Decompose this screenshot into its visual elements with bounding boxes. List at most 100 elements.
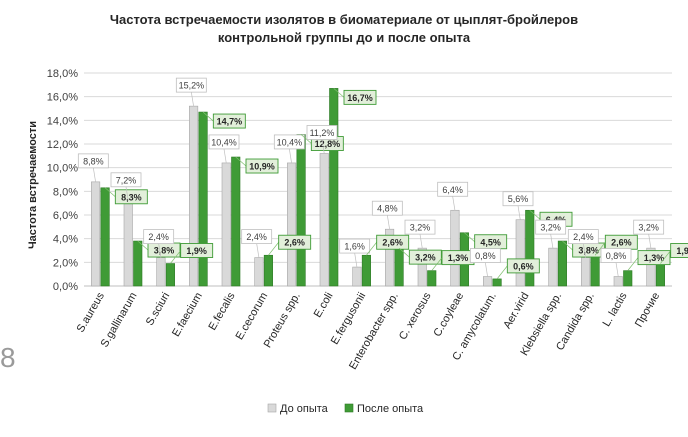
data-label-before: 10,4% [211,137,237,147]
data-label-before: 15,2% [179,81,205,91]
data-label-after: 1,3% [644,253,665,263]
bar-before [221,162,231,287]
category-label: E.faecium [170,291,205,339]
page-stray-glyph: 8 [0,342,16,373]
bar-before [450,209,460,287]
bar-before [123,200,133,287]
bar-after [263,254,273,287]
y-tick-label: 4,0% [53,234,78,246]
data-label-box-after [278,234,312,250]
data-label-before: 6,4% [442,185,463,195]
data-label-before: 10,4% [277,137,303,147]
data-label-box-before [77,153,109,169]
bar-after [165,263,175,287]
category-label: S.sciuri [144,291,172,328]
data-label-box-before [502,191,534,207]
bar-after [590,254,600,287]
y-tick-label: 6,0% [53,210,78,222]
data-label-box-before [600,248,632,263]
bar-after [492,278,502,287]
bar-after [296,134,306,287]
category-label: L. lactis [601,290,630,329]
chart-title-line-1: Частота встречаемости изолятов в биомате… [110,12,578,27]
data-label-before: 3,2% [638,223,659,233]
data-label-box-before [633,219,665,235]
data-label-after: 8,3% [121,192,142,202]
legend-label-before: До опыта [280,403,329,415]
data-label-box-before [175,77,207,93]
data-label-before: 3,2% [410,223,431,233]
category-label: C.coyleae [431,291,466,339]
bar-before [613,276,623,287]
y-tick-label: 12,0% [47,139,78,151]
bar-after [655,263,665,287]
data-label-box-before [371,200,403,216]
y-tick-label: 8,0% [53,186,78,198]
y-tick-label: 0,0% [53,281,78,293]
data-label-after: 10,9% [249,162,275,172]
data-label-box-before [469,248,501,263]
data-label-before: 3,2% [540,223,561,233]
data-label-after: 1,3% [448,253,469,263]
data-label-box-before [143,229,175,245]
bar-after [557,240,567,287]
data-labels: 8,8% 8,3% 7,2% 3,8% 2,4% 1,9% 15,2% 14,7% 10,4% 1… [77,77,688,280]
data-label-box-before [535,219,567,235]
bar-after [394,247,404,287]
data-label-before: 5,6% [508,194,529,204]
data-label-before: 7,2% [116,175,137,185]
category-label: Прочие [633,291,662,330]
bar-before [189,105,199,287]
chart-title-line-2: контрольной группы до и после опыта [218,30,471,45]
data-label-after: 12,8% [315,139,341,149]
data-label-box-before [110,172,142,188]
data-label-after: 3,2% [415,253,436,263]
category-label: E.fecalis [206,290,237,332]
data-label-box-before [404,219,436,235]
y-tick-label: 2,0% [53,257,78,269]
bar-after [623,270,633,287]
bar-before [483,276,493,287]
data-label-before: 2,4% [246,232,267,242]
legend-swatch-after [344,403,354,413]
legend: До опыта После опыта [267,403,424,415]
category-label: E.cecorum [234,291,271,343]
bar-before [548,247,558,287]
data-label-box-before [437,181,469,197]
bar-after [427,270,437,287]
data-label-box-before [306,125,338,140]
data-label-before: 4,8% [377,204,398,214]
data-label-before: 1,6% [344,242,365,252]
data-label-before: 0,8% [475,251,496,261]
data-label-after: 2,6% [284,238,305,248]
bar-after [231,156,241,287]
data-label-before: 11,2% [310,128,335,138]
y-axis-label: Частота встречаемости [27,121,39,249]
bar-before [254,257,264,287]
y-axis-ticks: 0,0% 2,0% 4,0% 6,0% 8,0% 10,0% 12,0% 14,0% 16,0%… [47,68,78,293]
data-label-after: 4,5% [480,237,501,247]
y-tick-label: 18,0% [47,68,78,80]
data-label-box-after [114,189,148,205]
y-tick-label: 10,0% [47,163,78,175]
gridlines [84,72,672,287]
data-label-box-after [212,113,246,129]
data-label-box-before [273,134,305,150]
category-label: S.aureus [75,290,108,335]
bar-after [525,209,535,287]
data-label-box-before [208,134,240,150]
data-label-box-after [670,243,688,258]
data-label-before: 2,4% [148,232,169,242]
bar-after [361,254,371,287]
data-label-box-after [376,234,410,250]
data-label-after: 3,8% [154,246,175,256]
data-label-after: 3,8% [578,246,599,256]
bar-before [319,153,329,287]
data-label-after: 1,9% [186,246,207,256]
category-label: C. xerosus [397,290,434,342]
data-label-box-after [180,243,214,258]
data-label-box-before [567,229,599,245]
category-label: Aer.virid [501,291,531,331]
data-label-after: 2,6% [382,238,403,248]
